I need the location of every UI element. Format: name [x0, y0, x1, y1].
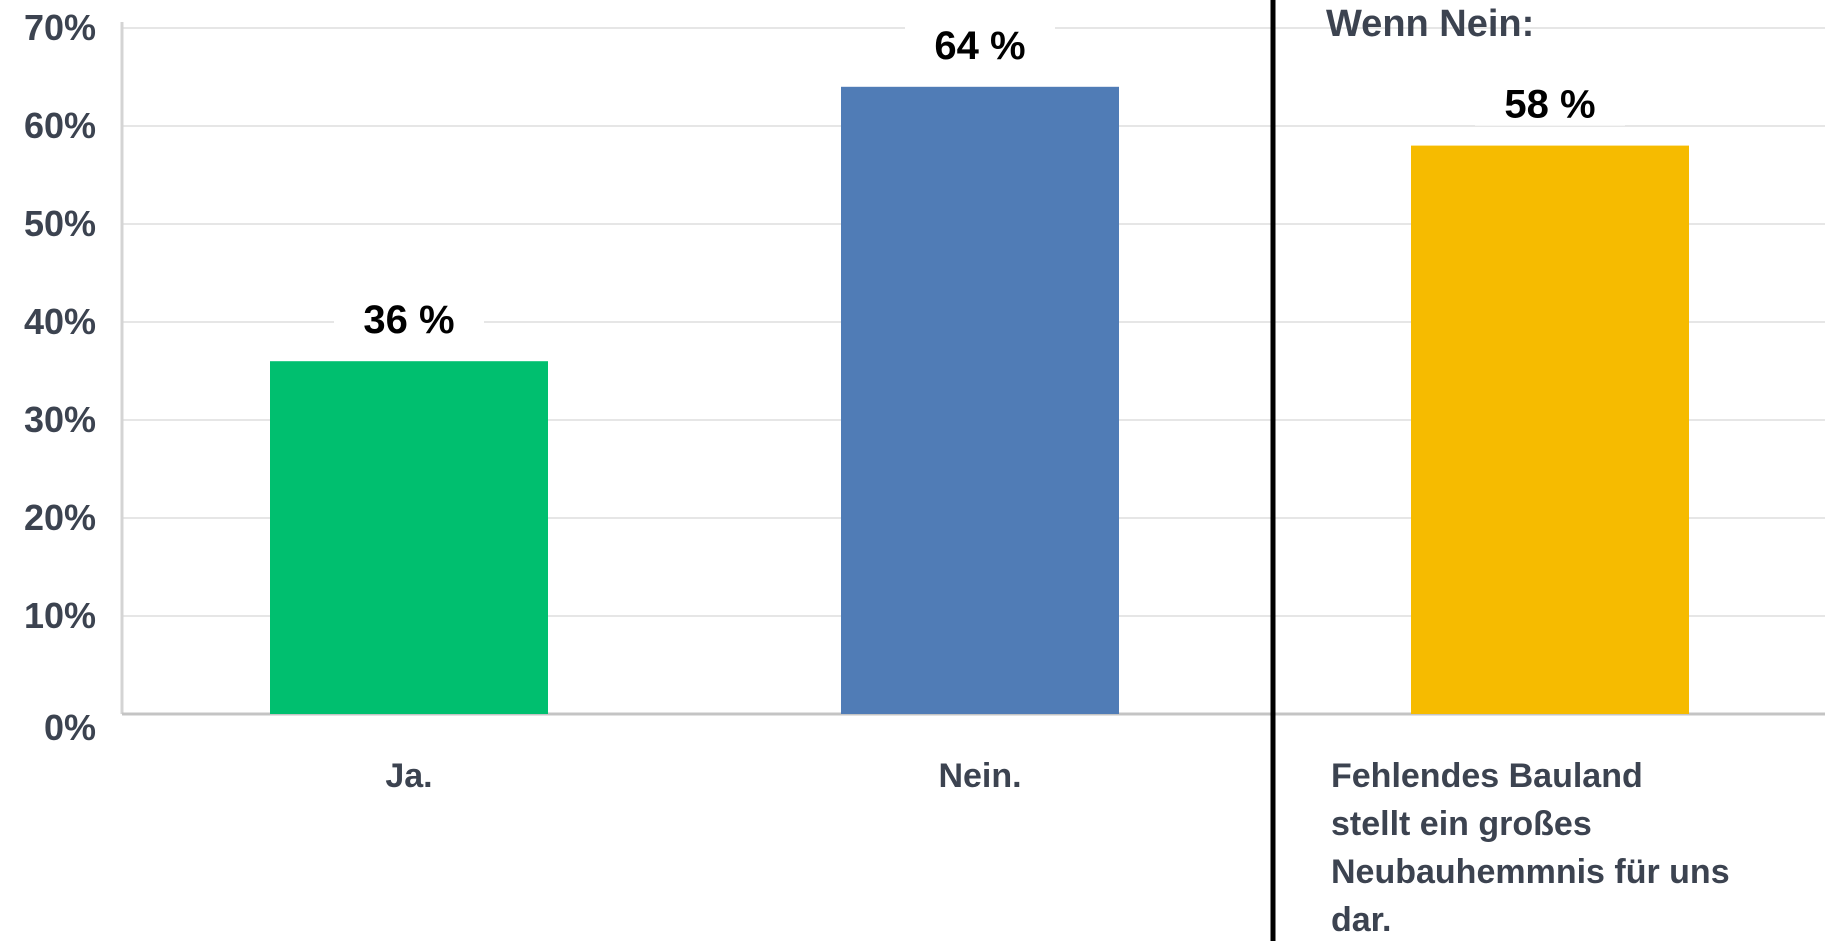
data-label: 36 % [363, 298, 454, 342]
bar [1411, 145, 1689, 715]
y-tick-label: 70% [24, 7, 96, 48]
annotation-heading: Wenn Nein: [1326, 3, 1534, 45]
y-tick-label: 30% [24, 399, 96, 440]
data-label-background [905, 18, 1055, 67]
y-tick-label: 10% [24, 595, 96, 636]
category-label: Nein. [938, 757, 1021, 795]
bar [841, 86, 1119, 715]
y-tick-label: 50% [24, 203, 96, 244]
bar [270, 361, 548, 714]
category-label: Fehlendes Bauland [1331, 757, 1643, 795]
category-label: dar. [1331, 901, 1391, 939]
category-label: stellt ein großes [1331, 805, 1592, 843]
y-tick-label: 60% [24, 105, 96, 146]
y-tick-label: 40% [24, 301, 96, 342]
category-label: Ja. [385, 757, 432, 795]
data-label: 64 % [934, 24, 1025, 68]
category-label: Neubauhemmnis für uns [1331, 853, 1730, 891]
data-label-background [1475, 77, 1625, 126]
y-tick-label: 0% [44, 707, 96, 748]
y-tick-label: 20% [24, 497, 96, 538]
data-label: 58 % [1504, 83, 1595, 127]
data-label-background [334, 293, 484, 342]
